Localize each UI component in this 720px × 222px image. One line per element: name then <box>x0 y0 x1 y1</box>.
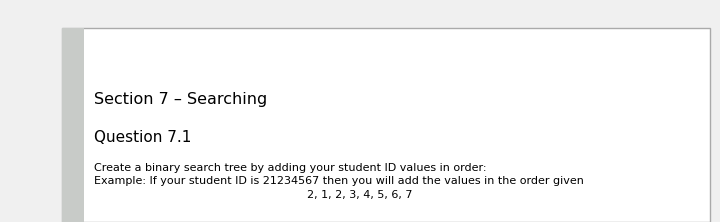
Bar <box>62 28 710 222</box>
Text: 2, 1, 2, 3, 4, 5, 6, 7: 2, 1, 2, 3, 4, 5, 6, 7 <box>307 190 413 200</box>
Text: Create a binary search tree by adding your student ID values in order:: Create a binary search tree by adding yo… <box>94 163 487 173</box>
Text: Question 7.1: Question 7.1 <box>94 130 192 145</box>
Text: Section 7 – Searching: Section 7 – Searching <box>94 92 267 107</box>
Text: Example: If your student ID is 21234567 then you will add the values in the orde: Example: If your student ID is 21234567 … <box>94 176 584 186</box>
Bar <box>62 28 84 222</box>
